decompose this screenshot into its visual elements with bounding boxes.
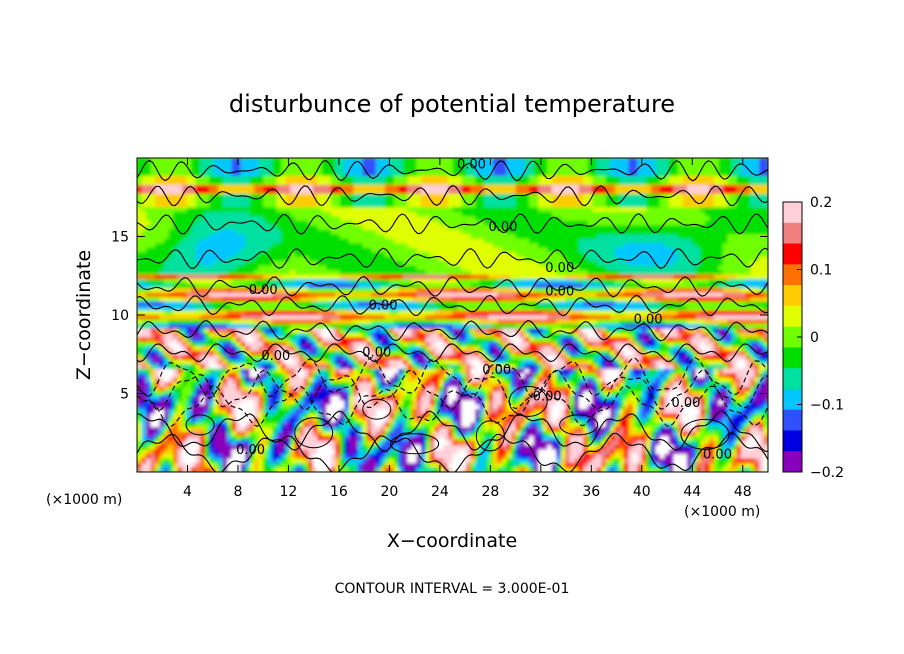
x-tick-label: 40 xyxy=(633,484,651,500)
colorbar-swatch xyxy=(783,285,802,307)
x-tick-label: 12 xyxy=(280,484,298,500)
contour-label: 0.00 xyxy=(369,299,398,314)
colorbar-swatch xyxy=(783,222,802,245)
colorbar-tick-label: 0.1 xyxy=(810,263,832,279)
contour-label: 0.00 xyxy=(362,346,391,361)
y-tick-label: 15 xyxy=(111,230,129,246)
x-unit-left: (×1000 m) xyxy=(46,492,122,508)
x-axis: 4 8 12 16 20 24 28 32 36 40 44 48 xyxy=(183,158,752,500)
colorbar-tick-label: −0.1 xyxy=(810,398,844,414)
colorbar-tick-label: −0.2 xyxy=(810,465,844,481)
y-tick-label: 5 xyxy=(120,387,129,403)
contour-label: 0.00 xyxy=(489,220,518,235)
y-axis: 5 10 15 xyxy=(111,230,768,403)
contour-label: 0.00 xyxy=(533,390,562,405)
contour-label: 0.00 xyxy=(545,261,574,276)
contour-label: 0.00 xyxy=(545,284,574,299)
x-tick-label: 48 xyxy=(734,484,752,500)
contour-label: 0.00 xyxy=(249,283,278,298)
x-tick-label: 20 xyxy=(380,484,398,500)
colorbar-tick-label: 0 xyxy=(810,330,819,346)
plot-area: 0.00 0.00 0.00 0.00 0.00 0.00 0.00 0.00 0.00 0.00… xyxy=(111,157,769,500)
x-unit-right: (×1000 m) xyxy=(684,504,760,520)
x-tick-label: 8 xyxy=(233,484,242,500)
chart-title: disturbunce of potential temperature xyxy=(229,90,675,118)
colorbar-swatch xyxy=(783,326,802,348)
colorbar: 0.2 0.1 0 −0.1 −0.2 xyxy=(782,195,844,481)
colorbar-swatch xyxy=(783,409,802,431)
contour-label: 0.00 xyxy=(482,363,511,378)
x-tick-label: 32 xyxy=(532,484,550,500)
contour-label: 0.00 xyxy=(634,313,663,328)
y-axis-label: Z−coordinate xyxy=(73,250,95,380)
x-tick-label: 16 xyxy=(330,484,348,500)
x-tick-label: 36 xyxy=(582,484,600,500)
x-axis-label: X−coordinate xyxy=(387,530,517,552)
colorbar-swatch xyxy=(783,368,802,390)
colorbar-swatch xyxy=(783,347,802,369)
colorbar-swatch xyxy=(783,264,802,286)
y-tick-label: 10 xyxy=(111,308,129,324)
contour-lines xyxy=(137,159,768,472)
colorbar-swatch xyxy=(783,451,802,473)
contour-interval-note: CONTOUR INTERVAL = 3.000E-01 xyxy=(335,581,570,597)
x-tick-label: 4 xyxy=(183,484,192,500)
contour-label: 0.00 xyxy=(671,396,700,411)
heatmap-field xyxy=(137,158,768,472)
colorbar-swatch xyxy=(783,305,802,328)
x-tick-label: 24 xyxy=(431,484,449,500)
contour-label: 0.00 xyxy=(261,349,290,364)
colorbar-swatch xyxy=(783,243,802,265)
contour-label: 0.00 xyxy=(703,448,732,463)
contour-label: 0.00 xyxy=(457,157,486,172)
x-tick-label: 28 xyxy=(481,484,499,500)
colorbar-swatch xyxy=(783,388,802,411)
contour-label: 0.00 xyxy=(236,443,265,458)
x-tick-label: 44 xyxy=(683,484,701,500)
contour-labels: 0.00 0.00 0.00 0.00 0.00 0.00 0.00 0.00 0.00 0.00… xyxy=(236,157,732,462)
colorbar-tick-label: 0.2 xyxy=(810,195,832,211)
colorbar-swatch xyxy=(783,430,802,452)
colorbar-swatch xyxy=(783,202,802,224)
